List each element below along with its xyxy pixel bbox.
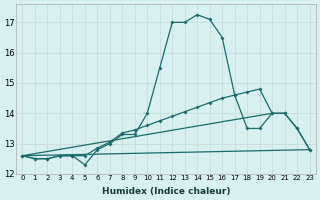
X-axis label: Humidex (Indice chaleur): Humidex (Indice chaleur)	[102, 187, 230, 196]
